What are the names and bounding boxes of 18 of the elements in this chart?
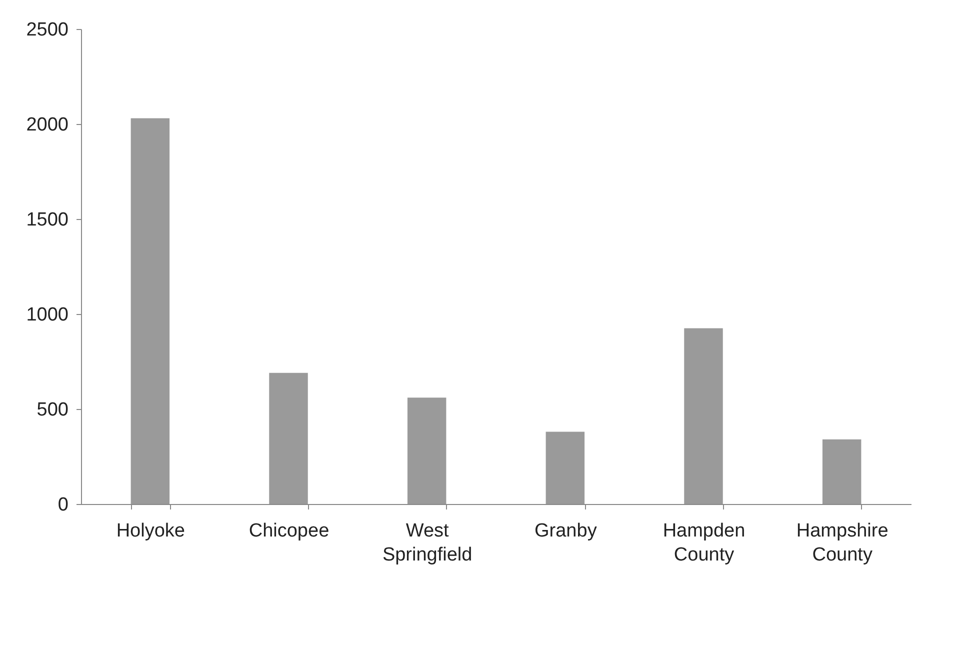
x-tick-label: Hampden County	[662, 520, 746, 566]
y-tick-label: 1500	[26, 210, 68, 230]
x-tick-label: Chicopee	[248, 520, 330, 542]
y-tick-label: 2500	[26, 20, 68, 40]
bar	[130, 118, 170, 504]
y-tick-label: 2000	[26, 114, 68, 136]
bar	[546, 432, 585, 504]
bar	[407, 398, 446, 504]
bar	[822, 439, 862, 504]
x-tick-label: West Springfield	[382, 520, 472, 566]
x-tick-label: Granby	[534, 520, 598, 542]
bar	[684, 328, 723, 504]
y-tick-label: 0	[58, 494, 68, 516]
y-tick-label: 500	[36, 400, 68, 420]
y-tick-label: 1000	[26, 304, 68, 326]
x-tick-label: Holyoke	[116, 520, 185, 542]
bar	[269, 372, 308, 504]
x-tick-label: Hampshire County	[796, 520, 888, 566]
